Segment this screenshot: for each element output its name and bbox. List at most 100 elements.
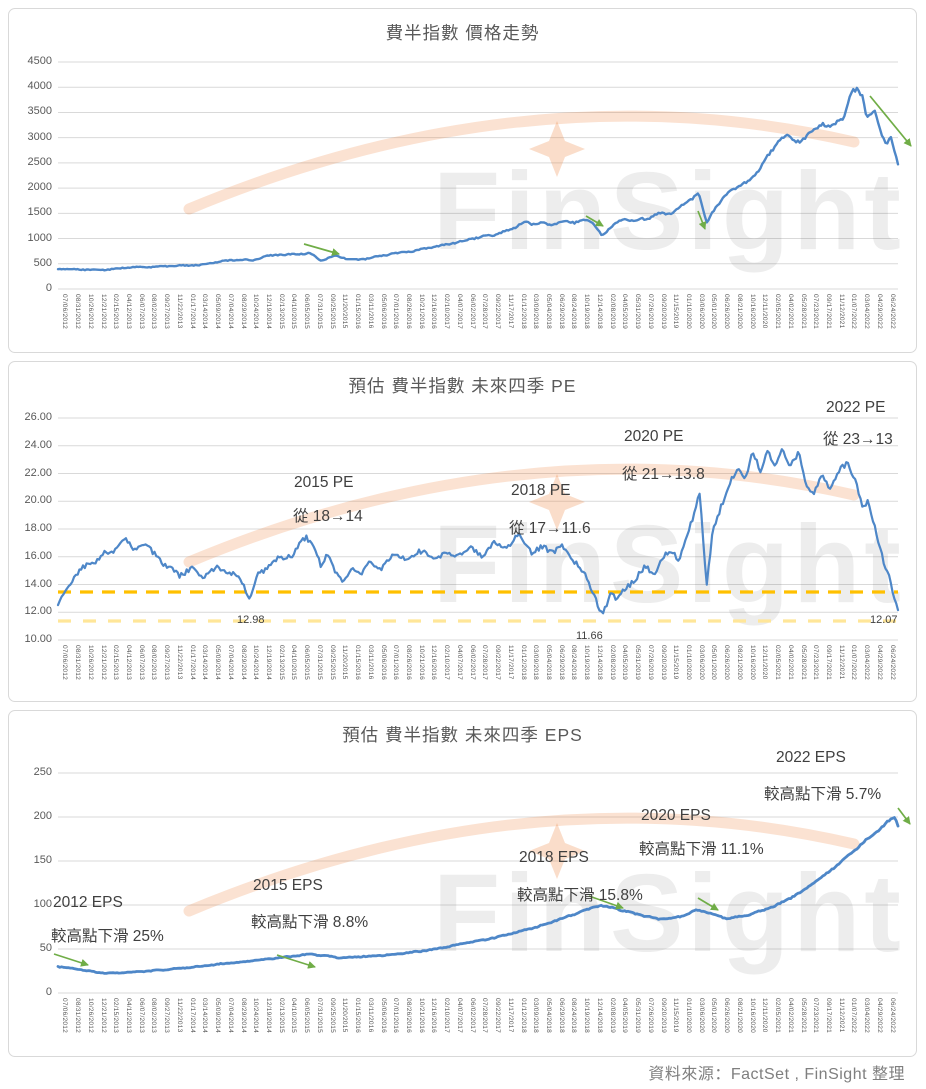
y-axis-tick-label: 100 [33,898,52,910]
x-axis-date-label: 12/14/2018 [595,294,603,330]
x-axis-date-label: 03/11/2016 [366,645,374,680]
chart-annotation: 較高點下滑 8.8% [251,914,369,931]
chart-annotation: 2015 EPS [253,877,323,894]
chart-annotation: 從 17→11.6 [509,520,591,537]
x-axis-date-label: 02/05/2021 [774,294,782,330]
x-axis-date-label: 08/29/2014 [239,645,247,681]
x-axis-date-label: 06/24/2022 [888,998,896,1034]
x-axis-date-label: 12/11/2020 [761,645,769,680]
x-axis-date-label: 02/10/2017 [443,294,451,330]
x-axis-date-label: 08/31/2012 [74,294,82,330]
x-axis-date-label: 07/01/2016 [392,294,400,330]
x-axis-date-label: 09/17/2021 [825,645,832,681]
x-axis-date-label: 04/12/2013 [125,998,132,1034]
decline-arrow-icon [53,953,89,967]
watermark-text: FinSight [433,503,905,626]
x-axis-date-label: 11/17/2017 [506,645,514,680]
watermark-swoosh [183,463,860,568]
y-axis-tick-label: 3500 [27,105,52,118]
x-axis-date-label: 01/17/2014 [188,294,196,330]
x-axis-date-label: 07/01/2016 [392,645,400,681]
x-axis-date-label: 06/07/2013 [137,645,145,681]
x-axis-date-label: 10/26/2012 [86,645,94,681]
x-axis-date-label: 07/04/2014 [226,645,234,681]
x-axis-date-label: 03/11/2016 [366,998,374,1033]
finsight-watermark: FinSight [183,463,905,626]
x-axis-date-label: 08/31/2012 [74,998,82,1034]
x-axis-date-label: 07/26/2019 [646,998,654,1034]
x-axis-date-label: 03/14/2014 [201,998,209,1034]
x-axis-date-label: 09/22/2017 [494,998,502,1034]
x-axis-date-label: 05/06/2016 [379,294,387,330]
x-axis-date-label: 05/31/2019 [634,645,642,681]
decline-arrow-icon [588,895,624,910]
decline-arrow-icon [697,897,719,911]
chart-canvas-0: FinSight [56,61,912,290]
chart-annotation: 2022 EPS [776,749,846,766]
x-axis-date-label: 10/16/2020 [748,294,756,330]
x-axis-date-label: 11/22/2013 [175,294,183,329]
x-axis-date-label: 08/31/2012 [74,645,82,681]
x-axis-date-label: 03/09/2018 [532,998,540,1034]
x-axis-date-label: 01/10/2020 [685,294,692,330]
x-axis-date-label: 12/11/2020 [761,998,769,1033]
x-axis-date-label: 06/07/2013 [137,294,145,330]
x-axis-date-label: 01/15/2016 [354,645,362,681]
x-axis-date-label: 09/27/2013 [163,998,171,1034]
x-axis-date-label: 11/22/2013 [175,998,183,1033]
chart-annotation: 較高點下滑 25% [51,928,164,945]
x-axis-date-label: 03/06/2020 [697,294,705,330]
chart-annotation: 2020 EPS [641,807,711,824]
x-axis-date-label: 06/24/2022 [888,294,896,330]
x-axis-date-label: 07/31/2015 [315,645,323,681]
x-axis-date-label: 09/20/2019 [659,998,667,1034]
x-axis-date-label: 04/07/2017 [455,998,463,1034]
x-axis-date-label: 11/17/2017 [506,998,514,1033]
y-axis-tick-label: 18.00 [24,522,52,534]
x-axis-date-label: 02/15/2013 [112,294,120,330]
x-axis-date-label: 07/04/2014 [226,294,234,330]
x-axis-date-label: 06/02/2017 [468,645,476,681]
x-axis-date-label: 10/21/2016 [417,998,425,1034]
x-axis-date-label: 05/31/2019 [634,998,642,1034]
x-axis-date-label: 12/16/2016 [430,998,438,1034]
y-axis-tick-label: 4000 [27,80,52,93]
y-axis-tick-label: 10.00 [24,633,52,645]
source-note: 資料來源：FactSet , FinSight 整理 [648,1066,905,1083]
x-axis-date-label: 09/22/2017 [494,294,502,330]
x-axis-date-label: 12/11/2020 [761,294,769,329]
x-axis-date-label: 08/24/2018 [570,294,578,330]
x-axis-date-label: 06/29/2018 [557,294,565,330]
x-axis-date-label: 02/08/2019 [608,998,616,1034]
x-axis-date-label: 02/13/2015 [277,645,285,681]
y-axis-tick-label: 3000 [27,130,52,143]
x-axis-date-label: 04/12/2013 [125,294,132,330]
chart-annotation: 2015 PE [294,474,354,491]
x-axis-date-label: 05/06/2016 [379,645,387,681]
x-axis-date-label: 07/04/2014 [226,998,234,1034]
y-axis-tick-label: 500 [33,256,52,269]
data-point-label: 12.07 [870,614,898,626]
x-axis-date-label: 08/29/2014 [239,294,247,330]
x-axis-date-label: 05/09/2014 [214,294,222,330]
x-axis-date-label: 02/13/2015 [277,998,285,1034]
x-axis-date-label: 03/09/2018 [532,645,540,681]
x-axis-date-label: 10/21/2016 [417,294,425,330]
y-axis-tick-label: 20.00 [24,494,52,507]
x-axis-date-label: 06/26/2020 [723,645,731,681]
x-axis-date-label: 01/12/2018 [519,998,527,1034]
x-axis-date-label: 03/04/2022 [863,294,871,330]
finsight-watermark: FinSight [183,110,901,273]
x-axis-date-label: 04/02/2021 [786,998,794,1034]
x-axis-date-label: 10/21/2016 [417,645,425,681]
x-axis-date-label: 07/28/2017 [481,294,489,330]
y-axis-tick-label: 16.00 [24,549,52,562]
x-axis-date-label: 10/19/2018 [583,998,591,1034]
x-axis-date-label: 06/26/2020 [723,998,731,1034]
y-axis-tick-label: 14.00 [24,577,52,590]
x-axis-date-label: 08/02/2013 [150,645,158,681]
data-series-line [56,86,900,272]
x-axis-date-label: 07/06/2012 [61,998,69,1034]
y-axis-tick-label: 24.00 [24,438,52,451]
